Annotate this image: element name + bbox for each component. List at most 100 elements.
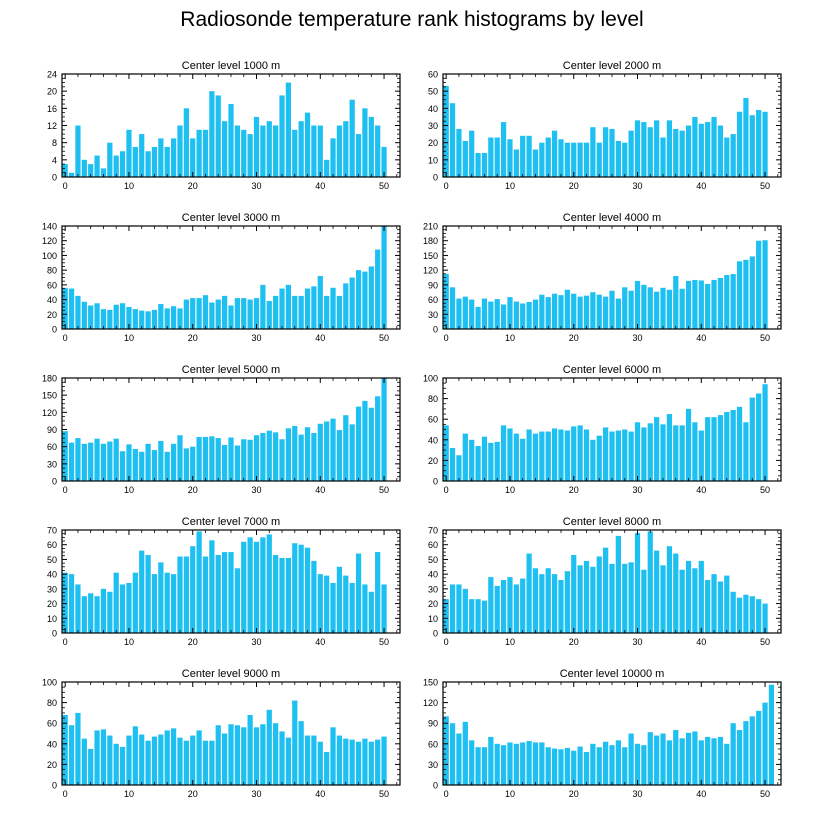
- histogram-bar: [177, 435, 183, 481]
- histogram-bar: [571, 293, 577, 329]
- histogram-bar: [330, 582, 336, 633]
- histogram-bar: [698, 280, 704, 329]
- histogram-bar: [679, 425, 685, 481]
- histogram-bar: [685, 125, 692, 177]
- panel-title: Center level 4000 m: [563, 212, 661, 224]
- histogram-bar: [298, 295, 304, 329]
- histogram-bar: [94, 596, 100, 633]
- histogram-bar: [736, 597, 743, 633]
- histogram-bar: [628, 290, 634, 329]
- histogram-bar: [730, 274, 736, 329]
- histogram-bar: [190, 546, 196, 633]
- histogram-bar: [355, 406, 362, 481]
- histogram-bar: [228, 724, 234, 785]
- histogram-bar: [107, 441, 113, 481]
- histogram-bar: [583, 752, 590, 785]
- histogram-bar: [736, 261, 743, 329]
- x-tick-label: 40: [696, 333, 706, 343]
- y-tick-label: 90: [428, 280, 438, 290]
- histogram-bar: [241, 298, 247, 329]
- histogram-bar: [336, 566, 343, 633]
- y-tick-label: 150: [423, 678, 438, 688]
- histogram-bar: [666, 289, 673, 329]
- histogram-bar: [666, 546, 673, 633]
- x-tick-label: 0: [444, 181, 449, 191]
- histogram-bar: [481, 747, 488, 785]
- histogram-bar: [381, 146, 387, 177]
- histogram-bar: [317, 741, 323, 785]
- histogram-bar: [711, 574, 717, 633]
- histogram-bar: [266, 301, 272, 329]
- y-tick-label: 24: [47, 70, 57, 80]
- y-tick-label: 120: [42, 408, 57, 418]
- histogram-bar: [577, 425, 583, 481]
- histogram-bar: [660, 287, 666, 329]
- histogram-bar: [571, 750, 577, 785]
- histogram-bar: [628, 431, 634, 481]
- histogram-bar: [88, 305, 94, 329]
- x-tick-label: 0: [444, 333, 449, 343]
- histogram-bar: [520, 438, 526, 481]
- histogram-bar: [68, 442, 75, 481]
- histogram-bar: [164, 451, 170, 481]
- histogram-bar: [615, 740, 621, 785]
- histogram-bar: [170, 574, 177, 633]
- histogram-bar: [628, 130, 634, 177]
- histogram-bar: [660, 733, 666, 785]
- histogram-bar: [228, 437, 234, 481]
- histogram-bar: [81, 738, 87, 785]
- histogram-bar: [583, 142, 590, 177]
- histogram-bar: [462, 296, 468, 329]
- histogram-bar: [520, 742, 526, 785]
- histogram-bar: [209, 740, 215, 785]
- y-tick-label: 50: [428, 555, 438, 565]
- histogram-bar: [196, 436, 202, 481]
- histogram-bar: [266, 121, 272, 177]
- histogram-bar: [247, 439, 253, 481]
- histogram-bar: [260, 125, 266, 177]
- histogram-bar: [443, 716, 449, 785]
- histogram-bar: [730, 134, 736, 177]
- histogram-bar: [100, 588, 107, 633]
- histogram-bar: [615, 430, 621, 481]
- histogram-bar: [94, 303, 100, 329]
- histogram-bar: [717, 736, 724, 785]
- histogram-bar: [317, 125, 323, 177]
- histogram-bar: [475, 306, 481, 329]
- histogram-bar: [475, 152, 481, 177]
- histogram-bar: [654, 120, 660, 177]
- histogram-bar: [749, 596, 755, 633]
- histogram-bar: [494, 137, 500, 177]
- histogram-bar: [469, 130, 475, 177]
- figure-title: Radiosonde temperature rank histograms b…: [180, 8, 644, 31]
- histogram-bar: [209, 302, 215, 329]
- histogram-bar: [685, 280, 692, 329]
- x-tick-label: 20: [569, 333, 579, 343]
- histogram-bar: [292, 700, 298, 785]
- histogram-bar: [196, 730, 202, 785]
- histogram-bar: [145, 443, 151, 481]
- histogram-bar: [558, 429, 564, 481]
- histogram-bar: [362, 738, 368, 785]
- histogram-bar: [564, 571, 570, 633]
- histogram-bar: [343, 283, 349, 329]
- y-tick-label: 0: [433, 325, 438, 335]
- histogram-bar: [475, 747, 481, 785]
- y-tick-label: 20: [47, 87, 57, 97]
- histogram-bar: [494, 441, 500, 481]
- histogram-bar: [266, 709, 272, 785]
- histogram-bar: [241, 727, 247, 785]
- histogram-bar: [539, 431, 545, 481]
- y-tick-label: 10: [428, 614, 438, 624]
- histogram-bar: [666, 120, 673, 177]
- histogram-panel-7: Center level 7000 m 0 10 20 30 40 50 60 70 0 10 20 3…: [47, 516, 401, 647]
- histogram-bar: [583, 429, 590, 481]
- histogram-bar: [532, 433, 539, 481]
- histogram-bar: [215, 725, 221, 785]
- histogram-bar: [724, 137, 730, 177]
- histogram-bar: [577, 142, 583, 177]
- y-tick-label: 40: [428, 435, 438, 445]
- histogram-bar: [622, 287, 628, 329]
- histogram-bar: [222, 444, 228, 481]
- y-tick-label: 0: [52, 629, 57, 639]
